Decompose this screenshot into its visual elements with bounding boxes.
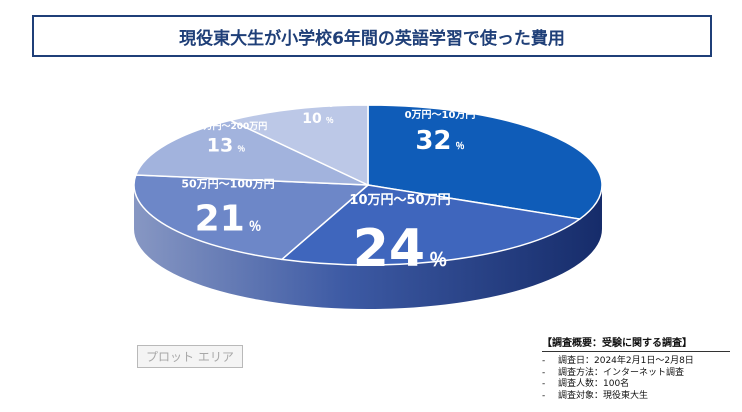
dash-marker: - [542, 356, 546, 366]
slice-unit-label: ％ [456, 141, 465, 152]
slice-category-label: 200万円～ [293, 97, 344, 109]
slice-unit-label: ％ [429, 250, 447, 271]
survey-item: - 調査対象：現役東大生 [542, 391, 730, 403]
slice-unit-label: ％ [249, 219, 262, 234]
survey-item: - 調査日：2024年2月1日～2月8日 [542, 356, 730, 368]
survey-item: - 調査人数：100名 [542, 379, 730, 391]
survey-item-text: 調査日：2024年2月1日～2月8日 [558, 356, 694, 366]
pie-slice [134, 119, 369, 186]
plot-area-label: プロット エリア [137, 345, 243, 368]
slice-category-label: 50万円～100万円 [181, 177, 274, 190]
pie-side-wall [134, 185, 602, 309]
slice-unit-label: ％ [237, 145, 245, 154]
dash-marker: - [542, 379, 546, 389]
dash-marker: - [542, 390, 546, 401]
survey-item-text: 調査人数：100名 [558, 379, 630, 389]
survey-heading: 【調査概要：受験に関する調査】 [542, 334, 730, 352]
survey-item-text: 調査対象：現役東大生 [558, 390, 649, 401]
survey-summary: 【調査概要：受験に関する調査】 - 調査日：2024年2月1日～2月8日 - 調… [542, 334, 730, 402]
pie-slice [280, 184, 582, 266]
pie-slice [228, 104, 369, 187]
pie-top-layer [133, 104, 603, 266]
survey-item: - 調査方法：インターネット調査 [542, 368, 730, 380]
slice-category-label: 0万円～10万円 [405, 109, 476, 121]
slice-unit-label: ％ [326, 116, 334, 125]
slice-category-label: 10万円～50万円 [349, 193, 450, 208]
pie-slice [367, 104, 603, 220]
chart-title-box: 現役東大生が小学校6年間の英語学習で使った費用 [32, 15, 712, 57]
survey-item-text: 調査方法：インターネット調査 [558, 367, 685, 378]
chart-title: 現役東大生が小学校6年間の英語学習で使った費用 [179, 28, 565, 49]
pie-slice [133, 174, 370, 261]
dash-marker: - [542, 367, 546, 378]
pie-side-layer [134, 185, 602, 309]
slice-category-label: 100万円～200万円 [185, 121, 268, 132]
